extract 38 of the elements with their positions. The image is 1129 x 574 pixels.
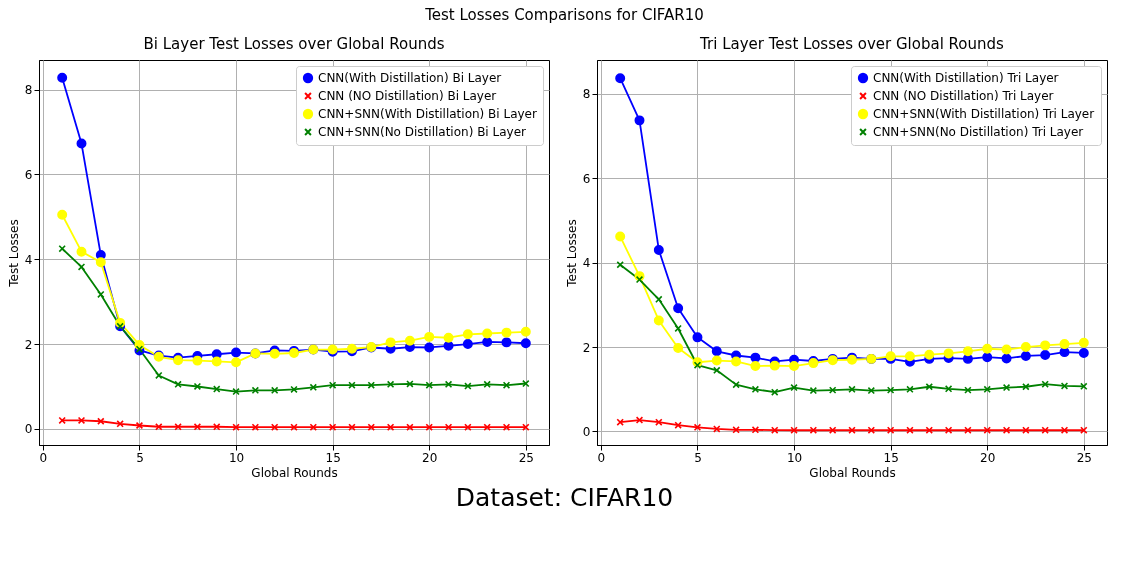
legend-label: CNN+SNN(With Distillation) Tri Layer — [873, 107, 1095, 121]
x-tick-label: 0 — [597, 450, 606, 465]
x-tick-label: 10 — [786, 450, 803, 465]
y-tick-label: 8 — [24, 83, 33, 98]
legend-label: CNN (NO Distillation) Bi Layer — [318, 89, 497, 103]
y-tick-label: 6 — [582, 171, 591, 186]
text: Test Losses Comparisons for CIFAR10 — [424, 6, 705, 24]
x-tick-label: 10 — [228, 450, 245, 465]
y-tick-label: 2 — [582, 340, 591, 355]
x-tick-label: 15 — [883, 450, 899, 465]
legend-label: CNN+SNN(With Distillation) Bi Layer — [318, 107, 537, 121]
x-tick-label: 0 — [39, 450, 48, 465]
x-tick-label: 5 — [136, 450, 144, 465]
legend-label: CNN (NO Distillation) Tri Layer — [873, 89, 1054, 103]
chart-title: Bi Layer Test Losses over Global Rounds — [143, 35, 445, 53]
y-tick-label: 0 — [24, 422, 33, 437]
legend-label: CNN+SNN(No Distillation) Bi Layer — [318, 125, 527, 139]
x-tick-label: 20 — [422, 450, 438, 465]
x-tick-label: 25 — [1076, 450, 1092, 465]
x-axis-title: Global Rounds — [809, 465, 896, 480]
y-axis-title: Test Losses — [6, 219, 21, 288]
y-tick-label: 4 — [24, 252, 33, 267]
x-tick-label: 20 — [980, 450, 996, 465]
y-tick-label: 4 — [582, 256, 591, 271]
y-tick-label: 2 — [24, 337, 33, 352]
y-tick-label: 8 — [582, 87, 591, 102]
legend-label: CNN(With Distillation) Bi Layer — [318, 71, 502, 85]
chart-title: Tri Layer Test Losses over Global Rounds — [699, 35, 1005, 53]
x-tick-label: 25 — [518, 450, 534, 465]
legend-label: CNN+SNN(No Distillation) Tri Layer — [873, 125, 1084, 139]
legend-label: CNN(With Distillation) Tri Layer — [873, 71, 1059, 85]
y-tick-label: 0 — [582, 424, 591, 439]
y-tick-label: 6 — [24, 167, 33, 182]
x-axis-title: Global Rounds — [251, 465, 338, 480]
x-tick-label: 5 — [694, 450, 702, 465]
x-tick-label: 15 — [325, 450, 341, 465]
text: Dataset: CIFAR10 — [454, 483, 675, 513]
y-axis-title: Test Losses — [564, 219, 579, 288]
